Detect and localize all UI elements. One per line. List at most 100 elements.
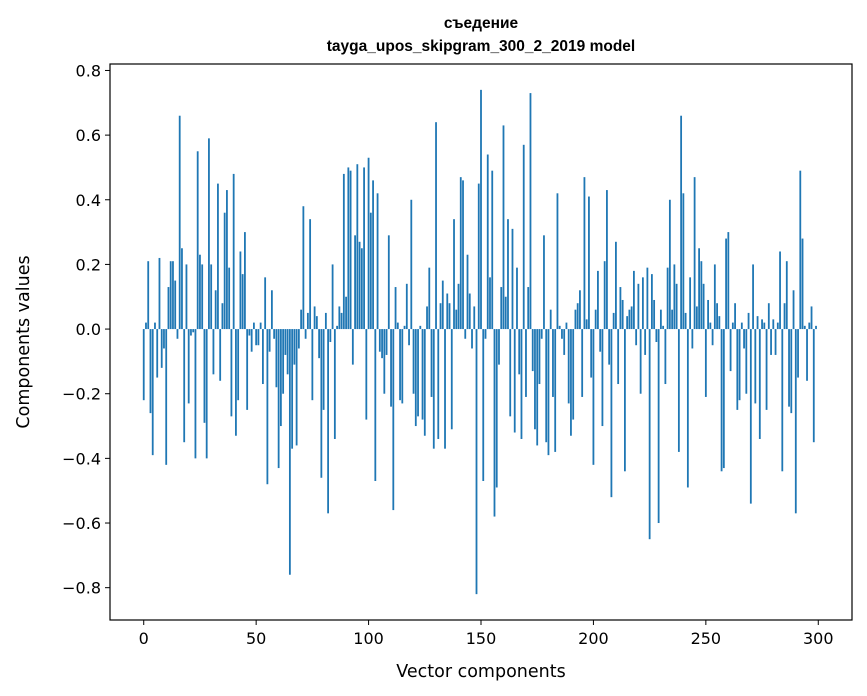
- bar: [704, 329, 707, 397]
- bar: [495, 329, 498, 488]
- bar: [259, 322, 262, 330]
- bar: [345, 296, 347, 330]
- bar: [671, 309, 674, 330]
- bar: [154, 322, 156, 330]
- bar: [304, 329, 307, 339]
- bar: [774, 329, 777, 355]
- bar: [561, 329, 563, 339]
- bar: [603, 261, 606, 330]
- bar: [187, 329, 190, 404]
- bar: [270, 290, 273, 330]
- chart-subtitle: tayga_upos_skipgram_300_2_2019 model: [327, 38, 635, 55]
- bar: [500, 287, 503, 330]
- bar: [448, 303, 451, 330]
- bar: [426, 306, 428, 330]
- bar: [783, 303, 786, 330]
- bar: [770, 329, 772, 355]
- bar: [376, 193, 379, 330]
- bar: [174, 280, 177, 330]
- bar: [437, 329, 440, 439]
- bar: [538, 329, 541, 385]
- bar: [480, 89, 482, 330]
- bar: [482, 329, 485, 481]
- bar: [491, 170, 494, 330]
- bar: [725, 238, 727, 330]
- bar: [644, 329, 647, 355]
- bar: [158, 257, 161, 330]
- bar: [363, 167, 365, 330]
- bar: [776, 322, 779, 330]
- bar: [597, 270, 599, 330]
- bar: [574, 309, 577, 330]
- bar: [662, 325, 665, 330]
- bar: [262, 329, 264, 385]
- bar: [203, 329, 206, 423]
- bar: [273, 329, 276, 339]
- bar: [659, 309, 662, 330]
- bar: [653, 299, 656, 330]
- bar: [212, 329, 215, 375]
- bar: [489, 277, 491, 330]
- bar: [160, 329, 163, 368]
- bar: [178, 115, 181, 330]
- bar: [167, 287, 170, 330]
- bar: [277, 329, 280, 469]
- bar: [641, 277, 644, 330]
- bar: [785, 261, 788, 330]
- bar: [615, 241, 617, 330]
- x-tick-label: 100: [353, 629, 384, 648]
- bar: [275, 329, 278, 388]
- bar: [731, 322, 734, 330]
- bar: [390, 329, 392, 407]
- bar: [297, 329, 300, 349]
- bar: [475, 329, 478, 595]
- bar: [176, 329, 179, 339]
- bar: [772, 319, 775, 330]
- bar: [399, 329, 401, 401]
- bar: [702, 283, 705, 330]
- bar: [682, 193, 685, 330]
- y-tick-label: −0.8: [62, 579, 101, 598]
- bar: [156, 329, 159, 378]
- bar: [639, 329, 642, 394]
- bar: [698, 248, 700, 330]
- bar: [163, 329, 165, 349]
- bar: [349, 170, 352, 330]
- bar: [722, 329, 725, 469]
- bar: [473, 306, 476, 330]
- bar: [430, 329, 433, 397]
- bar: [309, 219, 312, 330]
- bar: [412, 329, 415, 394]
- bar: [324, 312, 327, 330]
- bar: [441, 280, 444, 330]
- bar: [284, 329, 287, 355]
- bar: [149, 329, 152, 414]
- bar: [713, 264, 716, 330]
- bar: [648, 329, 651, 540]
- bar: [635, 329, 638, 346]
- bar: [255, 329, 258, 346]
- bar: [513, 329, 516, 433]
- bar: [484, 329, 487, 339]
- x-tick-label: 250: [691, 629, 722, 648]
- y-tick-label: 0.8: [76, 61, 101, 80]
- bar: [536, 329, 539, 446]
- bar: [543, 235, 545, 330]
- bar: [673, 264, 676, 330]
- bar: [581, 329, 584, 397]
- bar: [336, 325, 338, 330]
- bar: [439, 303, 442, 330]
- bar: [360, 248, 363, 330]
- bar: [716, 303, 718, 330]
- bar: [563, 329, 566, 355]
- bar: [219, 329, 222, 381]
- bar: [720, 329, 723, 472]
- x-tick-label: 0: [139, 629, 149, 648]
- bar: [765, 329, 768, 410]
- bar: [781, 329, 784, 472]
- bar: [758, 329, 761, 439]
- bar: [624, 329, 626, 472]
- bar: [799, 170, 802, 330]
- bar: [666, 267, 669, 330]
